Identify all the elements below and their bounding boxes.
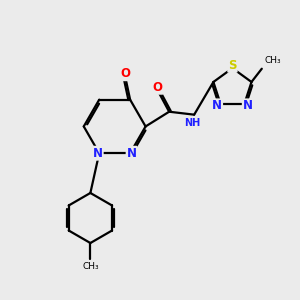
Text: O: O — [152, 81, 162, 94]
Text: CH₃: CH₃ — [82, 262, 99, 271]
Text: O: O — [121, 67, 131, 80]
Text: S: S — [228, 59, 237, 72]
Text: NH: NH — [184, 118, 201, 128]
Text: N: N — [212, 99, 222, 112]
Text: N: N — [243, 99, 253, 112]
Text: CH₃: CH₃ — [264, 56, 281, 65]
Text: N: N — [93, 147, 103, 160]
Text: N: N — [127, 147, 136, 160]
